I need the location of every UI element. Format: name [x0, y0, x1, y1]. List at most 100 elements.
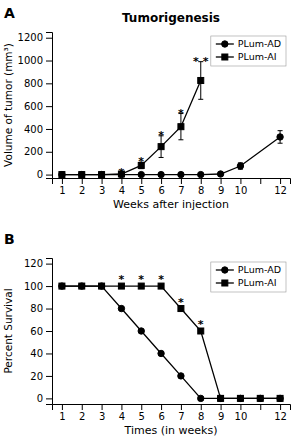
legend-marker: [222, 280, 228, 286]
error-bar-cap: [198, 99, 203, 100]
plot-area: [59, 283, 284, 402]
point: [59, 283, 65, 289]
point: [178, 373, 184, 379]
y-axis-title: Volume of tumor (mm³): [2, 43, 14, 167]
point: [118, 305, 124, 311]
axis-line: [46, 33, 53, 179]
tick-mark: [240, 404, 241, 410]
tick-label: 4: [119, 411, 125, 422]
point: [79, 171, 85, 177]
tick: 5: [139, 404, 145, 422]
legend-marker: [222, 54, 228, 60]
tick-mark: [62, 404, 63, 410]
tick-mark: [221, 404, 222, 410]
legend-label: PLum-AD: [238, 38, 281, 49]
tick-label: 600: [24, 101, 43, 112]
tick-mark: [46, 286, 52, 287]
legend-entry: PLum-AD: [216, 264, 281, 275]
tick-mark: [181, 178, 182, 184]
point: [217, 171, 223, 177]
point: [277, 395, 283, 401]
point: [217, 395, 223, 401]
tick: 0: [37, 393, 52, 404]
point: [237, 163, 243, 169]
tick-label: 1000: [18, 55, 43, 66]
tick-mark: [221, 178, 222, 184]
tick: 1200: [18, 32, 52, 43]
tick-label: 7: [178, 411, 184, 422]
tick-mark: [46, 106, 52, 107]
tick: 400: [24, 124, 52, 135]
tick: 1: [59, 404, 65, 422]
error-bar: [238, 163, 243, 169]
tick-label: 12: [274, 185, 287, 196]
tick-mark: [46, 83, 52, 84]
tick: 8: [198, 178, 204, 196]
point: [237, 395, 243, 401]
tick-label: 400: [24, 124, 43, 135]
x-axis: 1234567891012: [53, 404, 291, 422]
tick-label: 10: [235, 411, 248, 422]
tick: 200: [24, 146, 52, 157]
tick: 4: [119, 404, 125, 422]
tick-label: 100: [24, 281, 43, 292]
tick: 9: [218, 404, 224, 422]
title: Tumorigenesis: [122, 11, 220, 25]
tick-mark: [280, 178, 281, 184]
tick-label: 8: [198, 411, 204, 422]
series: [59, 283, 283, 401]
tick-mark: [280, 404, 281, 410]
tick-label: 4: [119, 185, 125, 196]
tick-mark: [82, 178, 83, 184]
tick-label: 5: [139, 411, 145, 422]
figure: 1234567891012020040060080010001200***** …: [0, 0, 300, 442]
tick-mark: [161, 178, 162, 184]
legend-entry: PLum-AD: [216, 38, 281, 49]
significance-label: * *: [193, 55, 209, 68]
point: [99, 283, 105, 289]
tick-mark: [102, 178, 103, 184]
x-axis-title: Times (in weeks): [124, 424, 218, 437]
tick: 1: [59, 178, 65, 196]
tick-mark: [161, 404, 162, 410]
y-axis: 020040060080010001200: [18, 32, 53, 180]
tick: 12: [274, 404, 287, 422]
point: [59, 283, 65, 289]
axis-line: [46, 259, 53, 405]
tick-label: 60: [30, 326, 43, 337]
legend-entry: PLum-AI: [216, 51, 277, 62]
tick-label: 200: [24, 146, 43, 157]
significance-label: *: [158, 129, 164, 142]
y-axis-title: Percent Survival: [2, 288, 14, 373]
tick-label: 3: [99, 185, 105, 196]
legend-frame: [211, 36, 286, 66]
tick-label: 10: [235, 185, 248, 196]
tick-mark: [201, 404, 202, 410]
legend-entry: PLum-AI: [216, 277, 277, 288]
significance-label: *: [178, 296, 184, 309]
panel: 1234567891012020406080100120*****BTimes …: [2, 231, 291, 437]
tick-mark: [46, 61, 52, 62]
point: [59, 171, 65, 177]
point: [198, 171, 204, 177]
tick: 5: [139, 178, 145, 196]
point: [99, 172, 105, 178]
tick-mark: [46, 264, 52, 265]
point: [79, 283, 85, 289]
tick: 7: [178, 178, 184, 196]
legend: PLum-AD PLum-AI: [211, 262, 286, 292]
error-bar-cap: [278, 130, 283, 131]
point: [198, 395, 204, 401]
tick: 3: [99, 178, 105, 196]
tick: 80: [30, 303, 52, 314]
tick-label: 0: [37, 393, 43, 404]
tick-label: 2: [79, 185, 85, 196]
tick-label: 6: [158, 411, 164, 422]
tick-label: 6: [158, 185, 164, 196]
x-axis-title: Weeks after injection: [113, 198, 229, 211]
tick: 2: [79, 178, 85, 196]
tick-mark: [46, 376, 52, 377]
tick-mark: [260, 404, 261, 410]
significance-label: *: [158, 273, 164, 286]
tick-mark: [121, 404, 122, 410]
